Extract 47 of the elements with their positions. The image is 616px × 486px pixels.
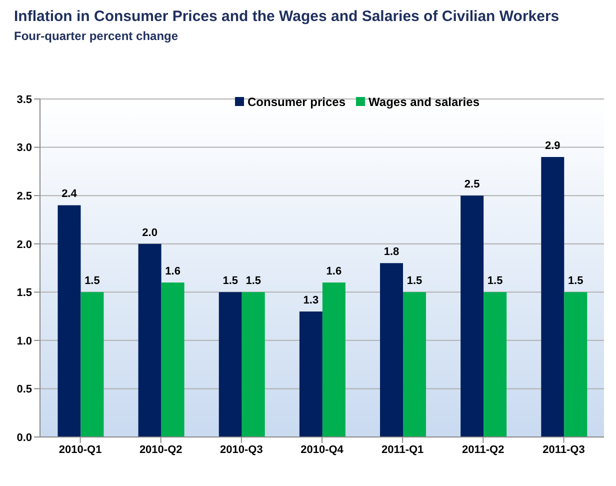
chart-title: Inflation in Consumer Prices and the Wages and Salaries of Civilian Workers — [14, 8, 560, 25]
legend-label: Wages and salaries — [368, 95, 480, 109]
bar — [322, 282, 346, 437]
y-tick-label: 0.5 — [16, 384, 32, 396]
x-tick-label: 2010-Q3 — [220, 444, 263, 456]
bar — [403, 292, 426, 437]
data-label: 1.5 — [84, 275, 100, 288]
data-label: 2.4 — [62, 188, 78, 200]
bar — [541, 156, 564, 437]
bar — [460, 196, 484, 437]
data-label: 1.6 — [326, 265, 342, 278]
bar — [242, 292, 265, 437]
bar — [80, 292, 104, 437]
data-label: 2.5 — [464, 178, 480, 191]
bar — [564, 292, 588, 437]
bar — [218, 292, 242, 437]
bar — [138, 244, 162, 437]
data-label: 1.5 — [568, 275, 584, 288]
x-tick-label: 2010-Q1 — [58, 444, 102, 456]
bar — [161, 282, 184, 437]
y-tick-label: 3.0 — [16, 142, 32, 154]
chart-subtitle: Four-quarter percent change — [14, 29, 180, 43]
x-tick-label: 2011-Q1 — [381, 444, 424, 456]
bar — [484, 292, 507, 437]
data-label: 1.5 — [222, 275, 238, 288]
bar — [380, 263, 404, 437]
legend-label: Consumer prices — [248, 95, 346, 109]
data-label: 1.3 — [303, 294, 319, 306]
y-tick-label: 3.5 — [16, 94, 32, 106]
x-tick-label: 2010-Q2 — [139, 444, 182, 456]
x-tick-label: 2010-Q4 — [300, 444, 344, 456]
data-label: 1.5 — [487, 275, 503, 288]
bar — [58, 205, 81, 437]
data-label: 1.6 — [165, 265, 180, 278]
y-tick-label: 2.0 — [16, 238, 32, 251]
data-label: 1.8 — [384, 246, 400, 258]
y-tick-label: 1.0 — [16, 335, 32, 348]
bar — [299, 311, 322, 437]
y-tick-label: 2.5 — [16, 190, 32, 202]
data-label: 1.5 — [246, 275, 262, 288]
x-tick-label: 2011-Q2 — [462, 444, 504, 456]
data-label: 1.5 — [406, 275, 422, 288]
y-tick-label: 0.0 — [16, 432, 32, 444]
data-label: 2.9 — [545, 140, 560, 152]
y-tick-label: 1.5 — [16, 287, 32, 300]
data-label: 2.0 — [142, 226, 158, 239]
x-tick-label: 2011-Q3 — [542, 444, 585, 456]
